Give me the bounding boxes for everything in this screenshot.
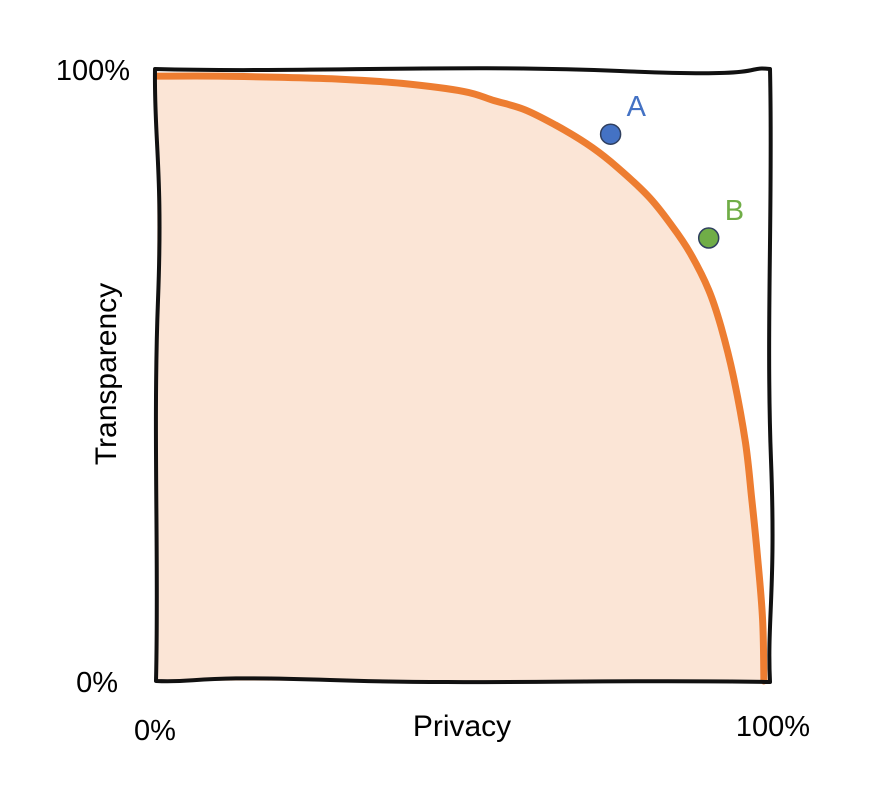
plot-frame — [152, 66, 775, 685]
y-tick-label-top: 100% — [56, 55, 130, 87]
point-a-marker — [599, 123, 622, 145]
y-tick-label-bottom: 0% — [76, 667, 118, 699]
feasible-area — [157, 76, 764, 681]
x-tick-label-left: 0% — [134, 715, 176, 747]
point-a-label: A — [627, 91, 647, 123]
y-axis-label: Transparency — [90, 283, 123, 465]
points-layer: AB — [599, 91, 744, 249]
point-b-marker — [697, 227, 720, 249]
x-axis-label: Privacy — [413, 710, 511, 743]
point-b-label: B — [725, 195, 744, 227]
frontier-curve — [153, 72, 768, 685]
x-tick-label-right: 100% — [736, 711, 810, 743]
